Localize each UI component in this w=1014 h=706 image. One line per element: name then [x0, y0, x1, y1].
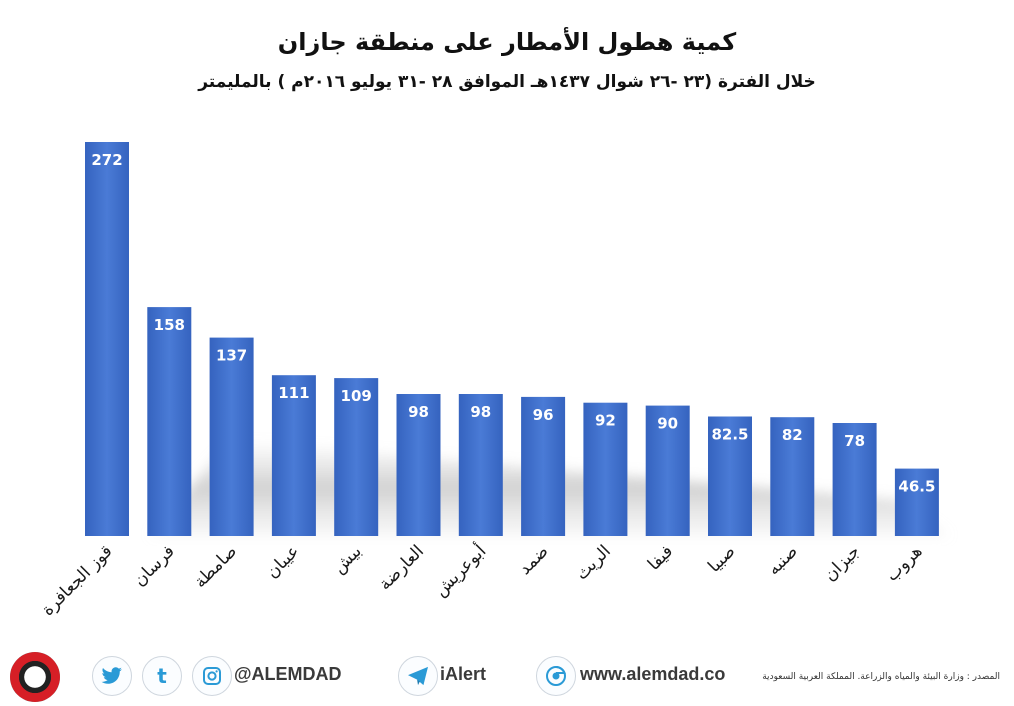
- bar-value-label: 111: [278, 384, 309, 402]
- bar-value-label: 98: [408, 403, 429, 421]
- bar: [209, 337, 254, 536]
- bar: [85, 142, 129, 536]
- bar-value-label: 137: [216, 347, 247, 365]
- bar: [770, 417, 815, 536]
- ialert-text[interactable]: iAlert: [440, 664, 487, 684]
- bar-value-label: 158: [154, 316, 185, 334]
- ialert-icon[interactable]: [398, 656, 438, 696]
- bar-value-label: 82: [782, 426, 803, 444]
- bar-value-label: 90: [657, 415, 678, 433]
- bar-value-label: 92: [595, 412, 616, 430]
- category-label: عيبان: [262, 541, 303, 582]
- category-label: ضمد: [515, 541, 553, 579]
- bar: [521, 396, 566, 536]
- bar: [396, 394, 441, 536]
- bar: [645, 405, 690, 536]
- website-text[interactable]: www.alemdad.co: [580, 664, 726, 684]
- bar: [458, 394, 503, 536]
- category-label: جيزان: [820, 541, 864, 585]
- category-label: صامطة: [190, 541, 241, 592]
- browser-icon[interactable]: [536, 656, 576, 696]
- category-label: بيش: [329, 541, 365, 577]
- bar: [271, 375, 316, 536]
- bar-value-label: 46.5: [898, 478, 935, 496]
- bar-value-label: 109: [341, 387, 372, 405]
- alemdad-logo: [10, 652, 60, 702]
- bar-value-label: 98: [470, 403, 491, 421]
- source-note: المصدر : وزارة البيئة والمياه والزراعة. …: [762, 672, 1000, 682]
- bar: [147, 307, 192, 536]
- chart-title: كمية هطول الأمطار على منطقة جازان: [277, 28, 737, 56]
- bar: [334, 378, 379, 536]
- bar-value-label: 96: [533, 406, 554, 424]
- category-label: صنبه: [764, 541, 802, 579]
- bar: [583, 402, 628, 536]
- category-label: أبوعريش: [429, 540, 490, 601]
- tumblr-icon[interactable]: t: [142, 656, 182, 696]
- twitter-icon[interactable]: [92, 656, 132, 696]
- chart-subtitle: خلال الفترة (٢٣ -٢٦ شوال ١٤٣٧هـ الموافق …: [198, 72, 816, 92]
- category-label: العارضة: [375, 541, 428, 594]
- bar: [708, 416, 752, 536]
- handle-text[interactable]: @ALEMDAD: [234, 664, 342, 684]
- category-label: الريث: [572, 541, 615, 584]
- instagram-icon[interactable]: [192, 656, 232, 696]
- category-label: فرسان: [130, 541, 179, 590]
- bar-chart: 272 158 137 111 109 98 98 96 92 90 82.5 82 78 46.5 قو…: [38, 142, 950, 620]
- bar-value-label: 272: [91, 151, 122, 169]
- bar-value-label: 78: [844, 432, 865, 450]
- bar: [832, 423, 877, 536]
- category-label: فيفا: [644, 541, 677, 574]
- category-label: قوز الجعافرة: [38, 541, 117, 620]
- category-label: صبيا: [704, 541, 739, 576]
- tumblr-glyph: t: [157, 664, 167, 688]
- bar: [894, 468, 939, 536]
- footer: t @ALEMDAD iAlert www.alemdad.co المصدر …: [0, 650, 1014, 706]
- bar-value-label: 82.5: [711, 426, 748, 444]
- category-label: هروب: [882, 541, 926, 585]
